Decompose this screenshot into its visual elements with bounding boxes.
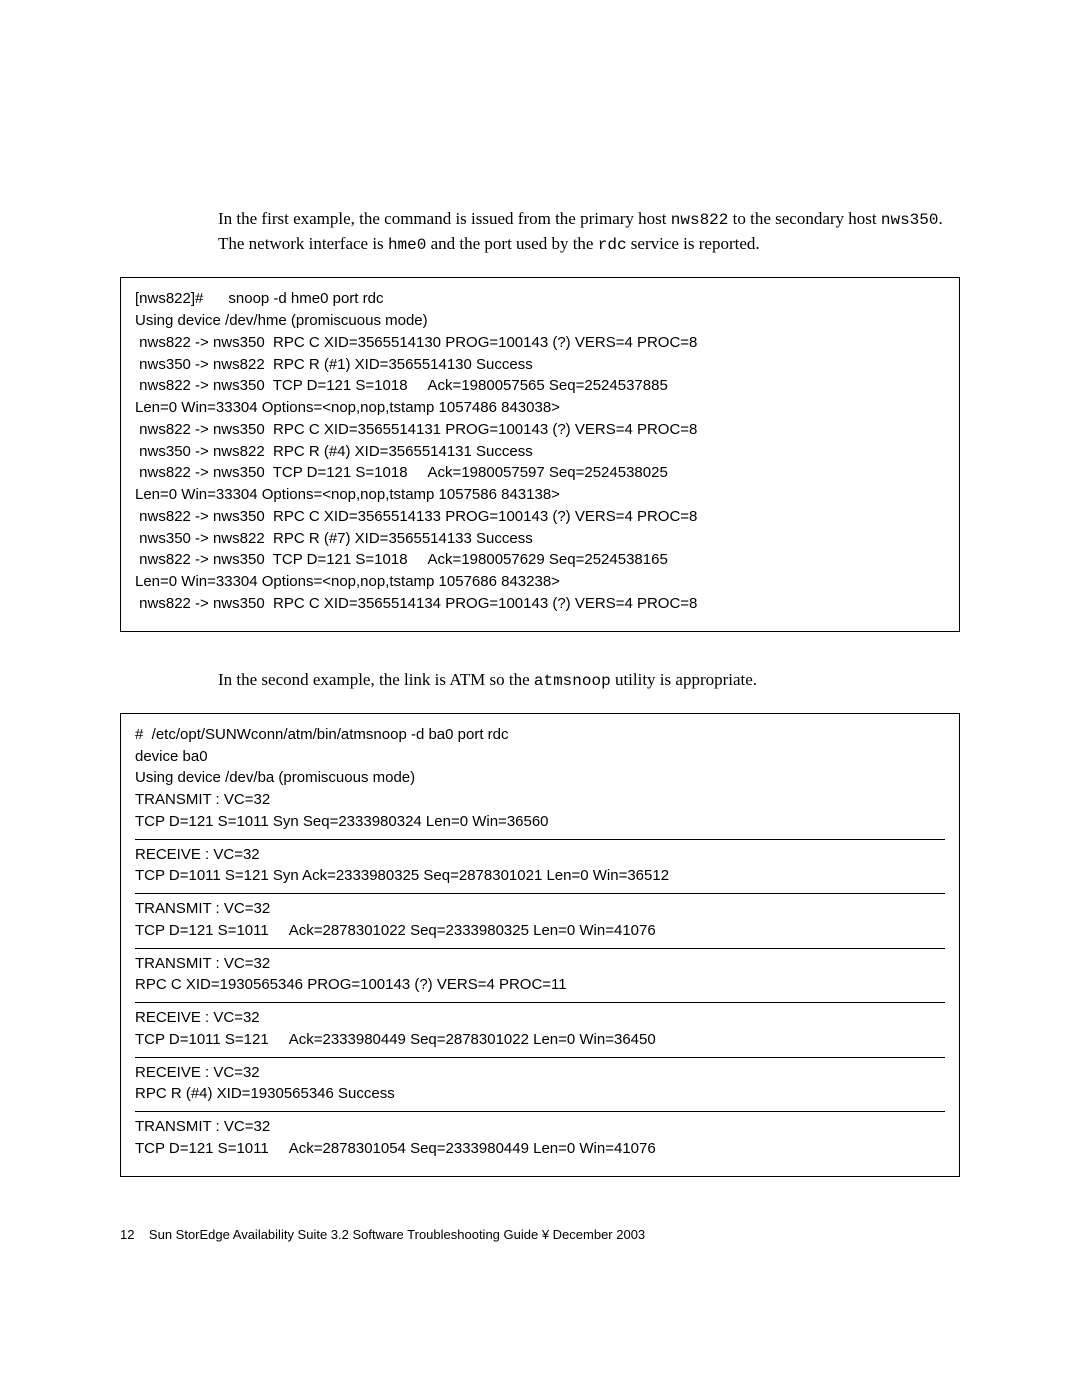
inline-code: atmsnoop xyxy=(534,672,611,690)
document-page: In the first example, the command is iss… xyxy=(0,0,1080,1322)
text-run: to the secondary host xyxy=(728,209,881,228)
section-divider xyxy=(135,839,945,840)
text-run: service is reported. xyxy=(627,234,760,253)
paragraph-1: In the first example, the command is iss… xyxy=(218,207,960,257)
text-run: In the first example, the command is iss… xyxy=(218,209,671,228)
code-section: RECEIVE : VC=32 TCP D=1011 S=121 Syn Ack… xyxy=(135,844,945,888)
inline-code: hme0 xyxy=(388,236,426,254)
code-section: TRANSMIT : VC=32 RPC C XID=1930565346 PR… xyxy=(135,953,945,997)
section-divider xyxy=(135,1002,945,1003)
text-run: utility is appropriate. xyxy=(611,670,757,689)
page-footer: 12 Sun StorEdge Availability Suite 3.2 S… xyxy=(120,1227,960,1242)
code-section: TRANSMIT : VC=32 TCP D=121 S=1011 Ack=28… xyxy=(135,898,945,942)
section-divider xyxy=(135,1111,945,1112)
paragraph-2: In the second example, the link is ATM s… xyxy=(218,668,960,693)
inline-code: nws822 xyxy=(671,211,729,229)
page-number: 12 xyxy=(120,1227,134,1242)
section-divider xyxy=(135,1057,945,1058)
text-run: and the port used by the xyxy=(426,234,597,253)
inline-code: rdc xyxy=(598,236,627,254)
code-box-2: # /etc/opt/SUNWconn/atm/bin/atmsnoop -d … xyxy=(120,713,960,1177)
code-section: # /etc/opt/SUNWconn/atm/bin/atmsnoop -d … xyxy=(135,724,945,833)
inline-code: nws350 xyxy=(881,211,939,229)
code-section: RECEIVE : VC=32 RPC R (#4) XID=193056534… xyxy=(135,1062,945,1106)
footer-title: Sun StorEdge Availability Suite 3.2 Soft… xyxy=(149,1227,645,1242)
code-box-1: [nws822]# snoop -d hme0 port rdc Using d… xyxy=(120,277,960,631)
section-divider xyxy=(135,893,945,894)
code-section: TRANSMIT : VC=32 TCP D=121 S=1011 Ack=28… xyxy=(135,1116,945,1160)
section-divider xyxy=(135,948,945,949)
code-section: RECEIVE : VC=32 TCP D=1011 S=121 Ack=233… xyxy=(135,1007,945,1051)
text-run: In the second example, the link is ATM s… xyxy=(218,670,534,689)
